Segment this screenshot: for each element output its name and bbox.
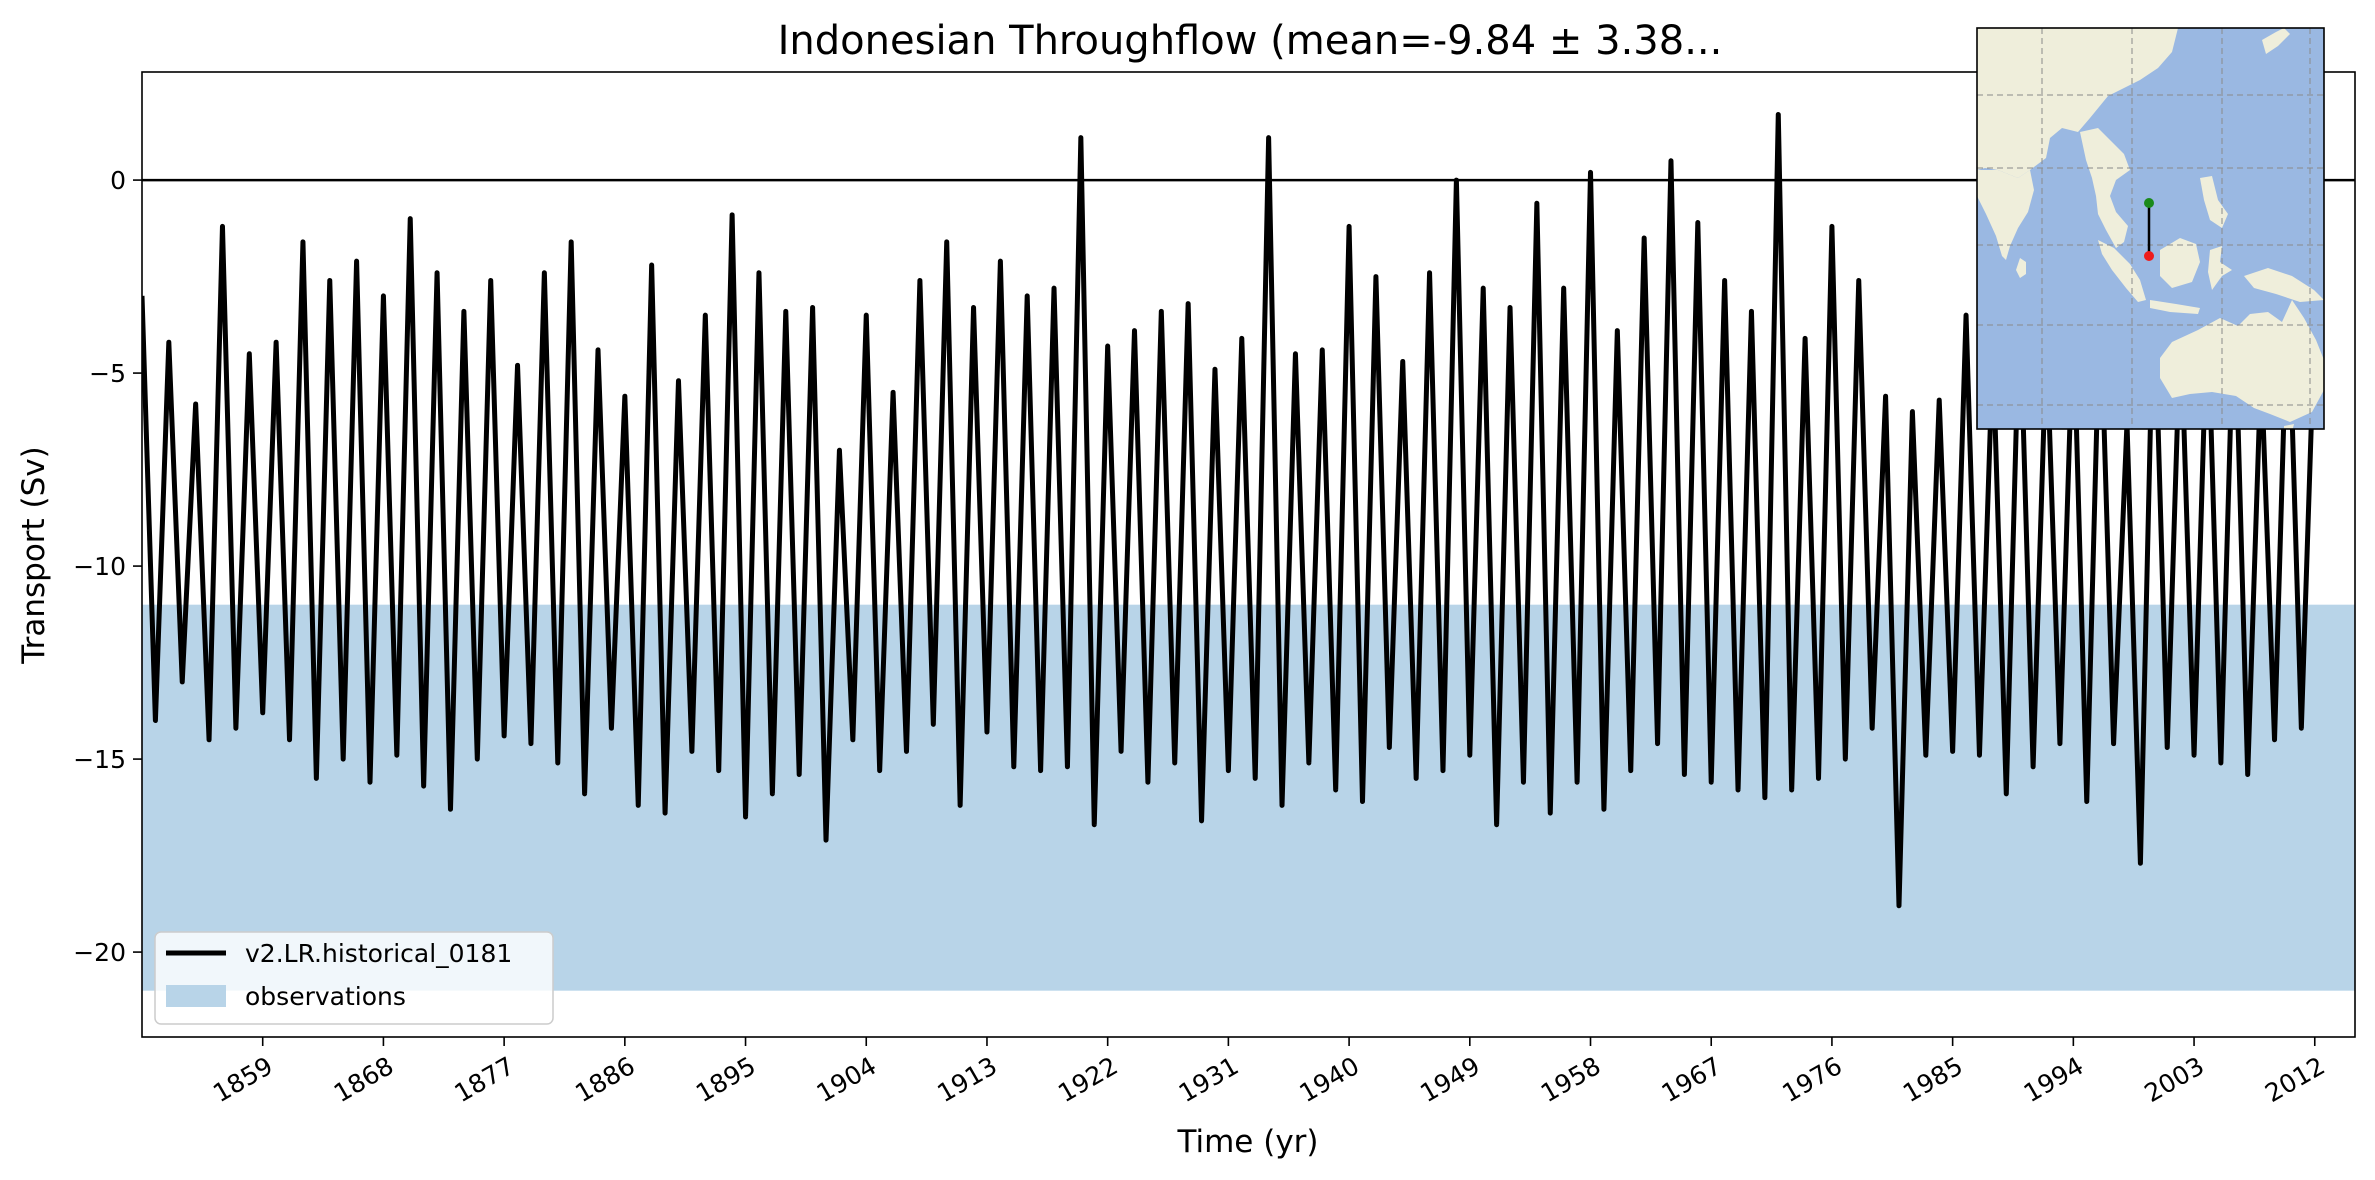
y-tick-label: −5 [89, 359, 126, 388]
y-tick-label: −20 [73, 938, 126, 967]
chart-title: Indonesian Throughflow (mean=-9.84 ± 3.3… [778, 18, 1723, 64]
inset-map-land-sulawesi [2208, 246, 2232, 290]
inset-map-land-java [2150, 300, 2200, 314]
x-tick-label: 1913 [932, 1051, 1002, 1108]
inset-map-gridlines [1977, 28, 2324, 429]
inset-map-land-india [1977, 170, 2034, 260]
legend-box [154, 931, 554, 1025]
inset-map-land-japan [2262, 28, 2290, 54]
x-tick-label: 1922 [1053, 1051, 1123, 1108]
y-tick-label: −10 [73, 552, 126, 581]
inset-map-land-sumatra [2098, 240, 2146, 302]
x-tick-label: 1877 [450, 1051, 520, 1108]
x-tick-label: 2012 [2260, 1051, 2330, 1108]
x-tick-label: 1967 [1657, 1051, 1727, 1108]
x-tick-label: 1976 [1777, 1051, 1847, 1108]
x-axis-ticks: 1859 1868 1877 1886 1895 1904 1913 1922 1931 1940… [208, 1037, 2330, 1108]
x-tick-label: 1904 [812, 1051, 882, 1108]
inset-map-land-new-guinea [2244, 268, 2324, 302]
x-tick-label: 1949 [1415, 1051, 1485, 1108]
inset-map-frame [1976, 27, 2325, 430]
y-tick-label: 0 [110, 166, 126, 195]
plot-area [142, 111, 2355, 991]
x-axis-label: Time (yr) [1177, 1124, 1319, 1160]
x-tick-label: 1931 [1174, 1051, 1244, 1108]
x-tick-label: 1886 [570, 1051, 640, 1108]
y-tick-label: −15 [73, 745, 126, 774]
inset-map-land-sri-lanka [2016, 258, 2026, 278]
x-tick-label: 1940 [1294, 1051, 1364, 1108]
legend-label-series: v2.LR.historical_0181 [245, 939, 512, 968]
inset-map-land-indochina [2080, 128, 2130, 248]
x-tick-label: 1994 [2019, 1051, 2089, 1108]
inset-map-section-start-marker [2144, 198, 2154, 208]
x-tick-label: 1895 [691, 1051, 761, 1108]
x-tick-label: 1868 [329, 1051, 399, 1108]
observations-band [142, 604, 2355, 991]
x-tick-label: 1859 [208, 1051, 278, 1108]
inset-map-land-australia [2160, 300, 2324, 422]
inset-map [1976, 27, 2325, 430]
legend-swatch-observations [166, 985, 226, 1007]
series-line-v2-lr-historical-0181 [142, 111, 2318, 909]
inset-map-land-tasmania [2284, 424, 2294, 429]
inset-map-land-philippines [2200, 176, 2228, 228]
x-tick-label: 1985 [1898, 1051, 1968, 1108]
inset-map-land-asia [1977, 28, 2178, 178]
legend: v2.LR.historical_0181 observations [154, 931, 554, 1025]
legend-label-observations: observations [245, 982, 406, 1011]
inset-map-section-end-marker [2144, 251, 2154, 261]
plot-frame [141, 71, 2356, 1038]
y-axis-label: Transport (Sv) [16, 446, 52, 665]
x-tick-label: 1958 [1536, 1051, 1606, 1108]
x-tick-label: 2003 [2139, 1051, 2209, 1108]
inset-map-land-borneo [2160, 238, 2200, 288]
y-axis-ticks: 0 −5 −10 −15 −20 [73, 166, 142, 967]
